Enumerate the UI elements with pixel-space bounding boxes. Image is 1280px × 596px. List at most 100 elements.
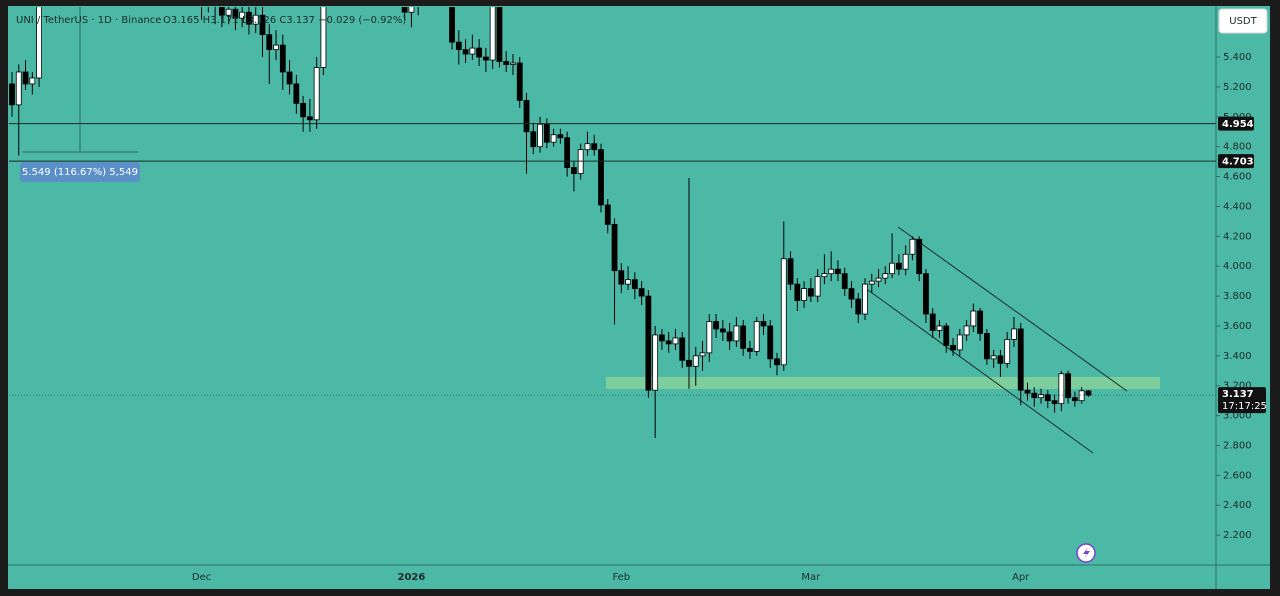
candle-body	[787, 258, 794, 285]
chart-background	[8, 6, 1270, 589]
candle-body	[625, 279, 631, 285]
y-tick-label: 3.600	[1223, 321, 1252, 332]
candle-body	[902, 253, 909, 270]
candle-body	[997, 355, 1004, 364]
alert-icon-bolt	[1083, 547, 1090, 559]
candle-body	[631, 279, 638, 290]
candle-body	[652, 334, 659, 391]
y-tick-label: 4.800	[1223, 142, 1252, 153]
y-tick-label: 3.200	[1223, 381, 1252, 392]
candle-body	[807, 288, 814, 297]
candles	[9, 0, 1092, 439]
candle-body	[882, 273, 889, 279]
candle-body	[990, 355, 997, 360]
candle-body	[591, 143, 598, 151]
candle-body	[868, 280, 875, 285]
last-price-tag	[1218, 387, 1266, 414]
price-tag-label: 4.703	[1222, 157, 1254, 168]
y-tick-label: 3.000	[1223, 411, 1252, 422]
candle-body	[598, 149, 604, 206]
y-tick-label: 3.400	[1223, 351, 1252, 362]
candle-body	[564, 137, 571, 169]
x-tick-label: 2026	[398, 572, 426, 583]
candle-body	[692, 355, 699, 367]
candle-body	[36, 7, 42, 79]
channel-lower	[867, 289, 1094, 454]
candle-body	[455, 41, 462, 50]
candle-body	[584, 143, 591, 151]
candle-body	[814, 276, 821, 297]
candle-body	[780, 258, 787, 366]
candle-body	[293, 83, 300, 104]
candle-body	[510, 62, 516, 65]
y-tick-label: 2.400	[1223, 500, 1252, 511]
candle-body	[523, 99, 530, 133]
candle-body	[679, 337, 686, 361]
price-tag	[1218, 154, 1254, 169]
candle-body	[530, 131, 537, 148]
candle-body	[794, 283, 801, 301]
candle-body	[476, 47, 483, 58]
candle-body	[516, 62, 523, 101]
candle-body	[611, 223, 618, 272]
candle-body	[543, 123, 550, 143]
candle-body	[279, 44, 286, 73]
y-tick-label: 4.000	[1223, 261, 1252, 272]
candle-body	[1071, 397, 1078, 402]
candle-body	[22, 71, 29, 85]
candle-body	[232, 8, 239, 19]
ohlc-header: O3.165 H3.171 L3.126 C3.137 −0.029 (−0.9…	[163, 15, 406, 26]
candle-body	[482, 56, 489, 61]
candle-body	[252, 14, 259, 25]
candle-body	[1051, 400, 1058, 405]
candle-body	[286, 71, 293, 85]
currency-button[interactable]	[1218, 8, 1268, 34]
candle-body	[416, 0, 421, 6]
candle-body	[733, 325, 740, 342]
candle-body	[835, 268, 841, 275]
candle-body	[306, 116, 313, 121]
candle-body	[571, 167, 577, 174]
candle-body	[767, 325, 774, 360]
y-tick-label: 2.800	[1223, 440, 1252, 451]
y-tick-label: 5.200	[1223, 82, 1252, 93]
candle-body	[699, 352, 706, 357]
candle-body	[401, 7, 408, 13]
candle-body	[713, 321, 719, 330]
candle-body	[916, 238, 923, 275]
candle-body	[313, 67, 320, 121]
measure-label-box	[20, 162, 140, 182]
candle-body	[774, 358, 780, 366]
candle-body	[943, 325, 950, 346]
candle-body	[1058, 373, 1065, 405]
candle-body	[1011, 328, 1017, 340]
candle-body	[909, 238, 916, 255]
candle-body	[706, 321, 713, 354]
currency[interactable]: USDT	[1229, 16, 1257, 27]
x-tick-label: Dec	[192, 572, 211, 583]
candle-body	[747, 347, 753, 352]
candle-body	[929, 313, 936, 331]
y-tick-label: 2.200	[1223, 530, 1252, 541]
candle-body	[225, 8, 232, 16]
candle-body	[1065, 373, 1072, 399]
channel-upper	[897, 226, 1128, 392]
candle-body	[875, 277, 882, 282]
candle-body	[848, 288, 855, 300]
candle-body	[1078, 390, 1085, 402]
candle-body	[760, 321, 767, 327]
candle-body	[923, 273, 929, 315]
candle-body	[273, 44, 279, 50]
price-tag-label: 4.954	[1222, 119, 1254, 130]
y-tick-label: 4.200	[1223, 231, 1252, 242]
candle-body	[665, 340, 672, 345]
x-tick-label: Apr	[1012, 572, 1030, 583]
candle-body	[726, 331, 733, 342]
y-tick-label: 4.600	[1223, 172, 1252, 183]
candle-body	[462, 49, 469, 55]
candle-body	[320, 7, 327, 68]
y-tick-label: 5.400	[1223, 52, 1252, 63]
candle-body	[1085, 390, 1092, 396]
candle-body	[936, 325, 943, 331]
